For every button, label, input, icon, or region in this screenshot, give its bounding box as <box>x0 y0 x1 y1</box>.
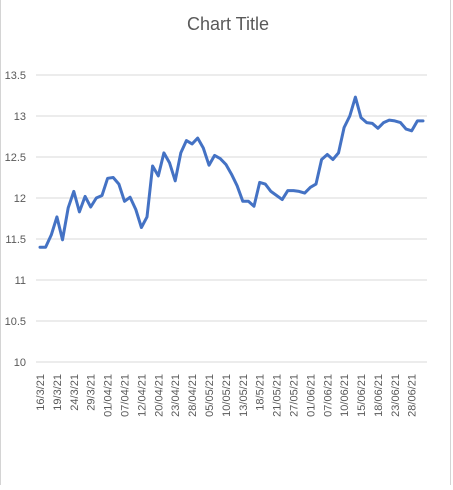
x-tick-label: 29/3/21 <box>86 374 98 411</box>
y-tick-label: 12 <box>14 193 26 205</box>
x-tick-label: 21/05/21 <box>272 374 284 417</box>
x-tick-label: 19/3/21 <box>52 374 64 411</box>
x-tick-label: 16/3/21 <box>35 374 47 411</box>
y-tick-label: 11.5 <box>5 234 26 246</box>
x-tick-label: 07/04/21 <box>119 374 131 417</box>
y-tick-label: 10.5 <box>5 316 26 328</box>
x-tick-label: 05/05/21 <box>204 374 216 417</box>
x-tick-label: 18/5/21 <box>255 374 267 411</box>
x-tick-label: 10/05/21 <box>221 374 233 417</box>
x-tick-label: 28/04/21 <box>187 374 199 417</box>
chart-title: Chart Title <box>187 14 269 34</box>
y-tick-label: 11 <box>15 275 26 287</box>
x-tick-label: 13/05/21 <box>238 374 250 417</box>
x-tick-label: 10/06/21 <box>339 374 351 417</box>
x-tick-label: 01/04/21 <box>103 374 115 417</box>
y-tick-label: 12.5 <box>5 152 26 164</box>
y-tick-label: 13 <box>14 111 26 123</box>
y-tick-label: 13.5 <box>5 70 26 82</box>
x-tick-label: 12/04/21 <box>136 374 148 417</box>
x-tick-label: 24/3/21 <box>69 374 81 411</box>
x-tick-label: 15/06/21 <box>356 374 368 417</box>
x-tick-label: 27/05/21 <box>288 374 300 417</box>
x-tick-label: 23/04/21 <box>170 374 182 417</box>
x-tick-label: 18/06/21 <box>373 374 385 417</box>
x-tick-label: 28/06/21 <box>407 374 419 417</box>
series-line <box>40 97 423 247</box>
x-tick-label: 20/04/21 <box>153 374 165 417</box>
x-tick-label: 07/06/21 <box>322 374 334 417</box>
x-tick-label: 23/06/21 <box>390 374 402 417</box>
y-tick-label: 10 <box>14 357 26 369</box>
x-tick-label: 01/06/21 <box>305 374 317 417</box>
